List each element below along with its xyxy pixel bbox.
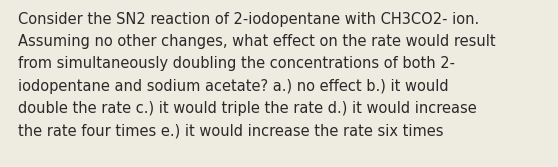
Text: Consider the SN2 reaction of 2-iodopentane with CH3CO2- ion.: Consider the SN2 reaction of 2-iodopenta… xyxy=(18,12,479,27)
Text: the rate four times e.) it would increase the rate six times: the rate four times e.) it would increas… xyxy=(18,123,444,138)
Text: iodopentane and sodium acetate? a.) no effect b.) it would: iodopentane and sodium acetate? a.) no e… xyxy=(18,79,449,94)
Text: double the rate c.) it would triple the rate d.) it would increase: double the rate c.) it would triple the … xyxy=(18,101,477,116)
Text: from simultaneously doubling the concentrations of both 2-: from simultaneously doubling the concent… xyxy=(18,56,455,71)
Text: Assuming no other changes, what effect on the rate would result: Assuming no other changes, what effect o… xyxy=(18,34,496,49)
